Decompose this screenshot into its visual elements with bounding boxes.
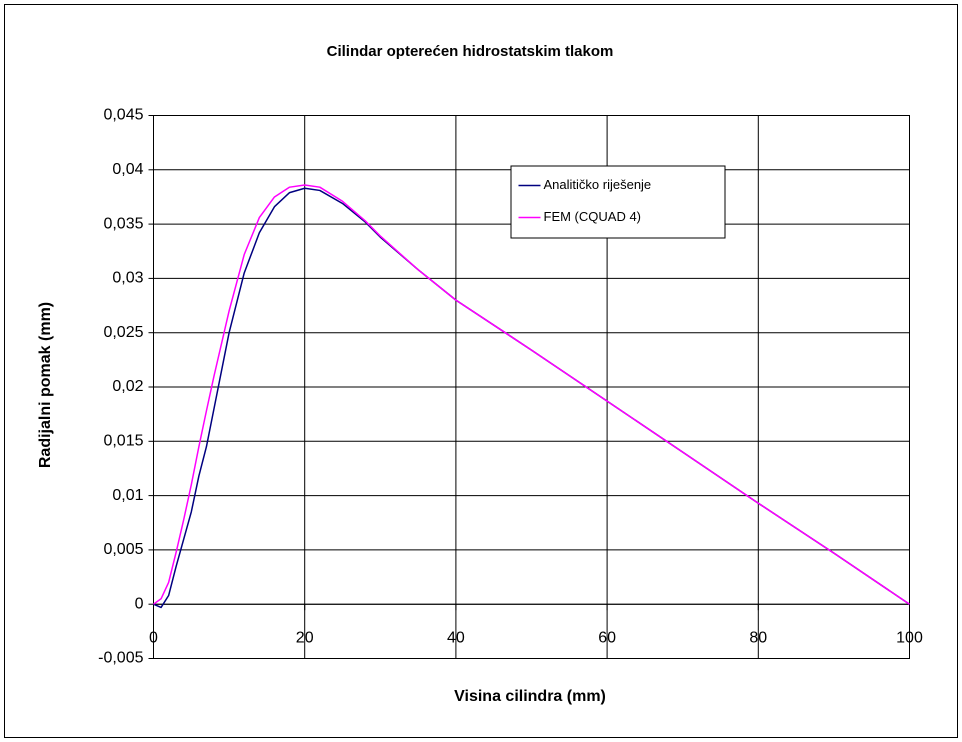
y-tick-label: 0,03 <box>112 270 143 287</box>
legend-label: FEM (CQUAD 4) <box>544 209 642 224</box>
x-tick-label: 80 <box>749 629 767 646</box>
y-axis-title: Radijalni pomak (mm) <box>37 302 54 468</box>
chart-title: Cilindar opterećen hidrostatskim tlakom <box>327 43 614 60</box>
x-tick-label: 20 <box>296 629 314 646</box>
legend: Analitičko riješenje FEM (CQUAD 4) <box>510 165 726 239</box>
y-tick-label: 0,025 <box>103 324 143 341</box>
y-tick-label: 0,015 <box>103 433 143 450</box>
x-axis-title: Visina cilindra (mm) <box>454 688 606 705</box>
y-tick-label: 0,005 <box>103 541 143 558</box>
legend-label: Analitičko riješenje <box>544 177 652 192</box>
x-tick-label: 100 <box>896 629 923 646</box>
legend-box <box>510 165 726 239</box>
x-tick-label: 60 <box>598 629 616 646</box>
data-line <box>153 184 910 605</box>
y-tick-label: -0,005 <box>98 650 143 667</box>
x-tick-label: 40 <box>447 629 465 646</box>
x-tick-label: 0 <box>149 629 158 646</box>
y-tick-label: 0,045 <box>103 107 143 124</box>
y-tick-label: 0,04 <box>112 161 143 178</box>
y-tick-label: 0 <box>135 595 144 612</box>
y-tick-label: 0,035 <box>103 215 143 232</box>
y-tick-label: 0,01 <box>112 487 143 504</box>
y-tick-label: 0,02 <box>112 378 143 395</box>
